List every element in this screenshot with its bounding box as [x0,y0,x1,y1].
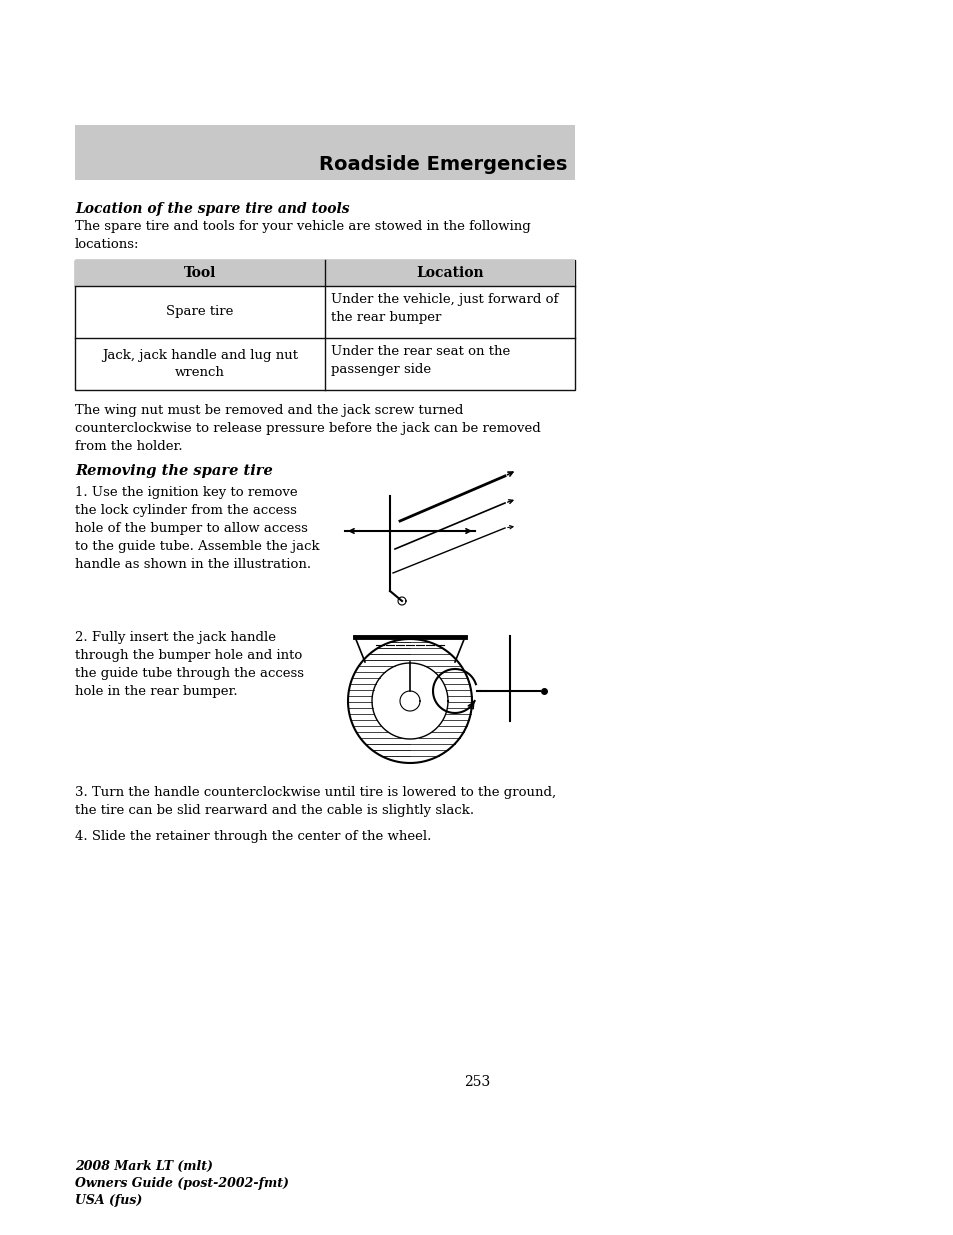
Text: Under the rear seat on the
passenger side: Under the rear seat on the passenger sid… [331,345,510,375]
Text: Owners Guide (post-2002-fmt): Owners Guide (post-2002-fmt) [75,1177,289,1191]
Text: 4. Slide the retainer through the center of the wheel.: 4. Slide the retainer through the center… [75,830,431,844]
Bar [75,261,575,287]
Text: 253: 253 [463,1074,490,1089]
Text: The wing nut must be removed and the jack screw turned
counterclockwise to relea: The wing nut must be removed and the jac… [75,404,540,453]
Text: Jack, jack handle and lug nut
wrench: Jack, jack handle and lug nut wrench [102,348,297,379]
Bar [75,125,575,180]
Text: Roadside Emergencies: Roadside Emergencies [318,156,566,174]
Text: USA (fus): USA (fus) [75,1194,142,1207]
Text: 3. Turn the handle counterclockwise until tire is lowered to the ground,
the tir: 3. Turn the handle counterclockwise unti… [75,785,556,818]
Text: Location of the spare tire and tools: Location of the spare tire and tools [75,203,349,216]
Text: Spare tire: Spare tire [166,305,233,319]
Text: 1. Use the ignition key to remove
the lock cylinder from the access
hole of the : 1. Use the ignition key to remove the lo… [75,487,319,571]
Text: The spare tire and tools for your vehicle are stowed in the following
locations:: The spare tire and tools for your vehicl… [75,220,530,251]
Text: Under the vehicle, just forward of
the rear bumper: Under the vehicle, just forward of the r… [331,293,558,324]
Text: Location: Location [416,266,483,280]
Text: 2. Fully insert the jack handle
through the bumper hole and into
the guide tube : 2. Fully insert the jack handle through … [75,631,304,698]
Text: 2008 Mark LT (mlt): 2008 Mark LT (mlt) [75,1160,213,1173]
Text: Tool: Tool [184,266,216,280]
Bar [75,261,575,390]
Text: Removing the spare tire: Removing the spare tire [75,464,273,478]
